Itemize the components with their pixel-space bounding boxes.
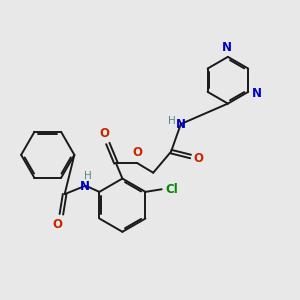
- Text: H: H: [84, 172, 92, 182]
- Text: O: O: [194, 152, 204, 165]
- Text: Cl: Cl: [165, 183, 178, 196]
- Text: N: N: [222, 41, 232, 54]
- Text: N: N: [251, 87, 261, 100]
- Text: N: N: [80, 179, 90, 193]
- Text: O: O: [52, 218, 62, 230]
- Text: H: H: [168, 116, 176, 126]
- Text: O: O: [100, 127, 110, 140]
- Text: N: N: [176, 118, 186, 130]
- Text: O: O: [132, 146, 142, 159]
